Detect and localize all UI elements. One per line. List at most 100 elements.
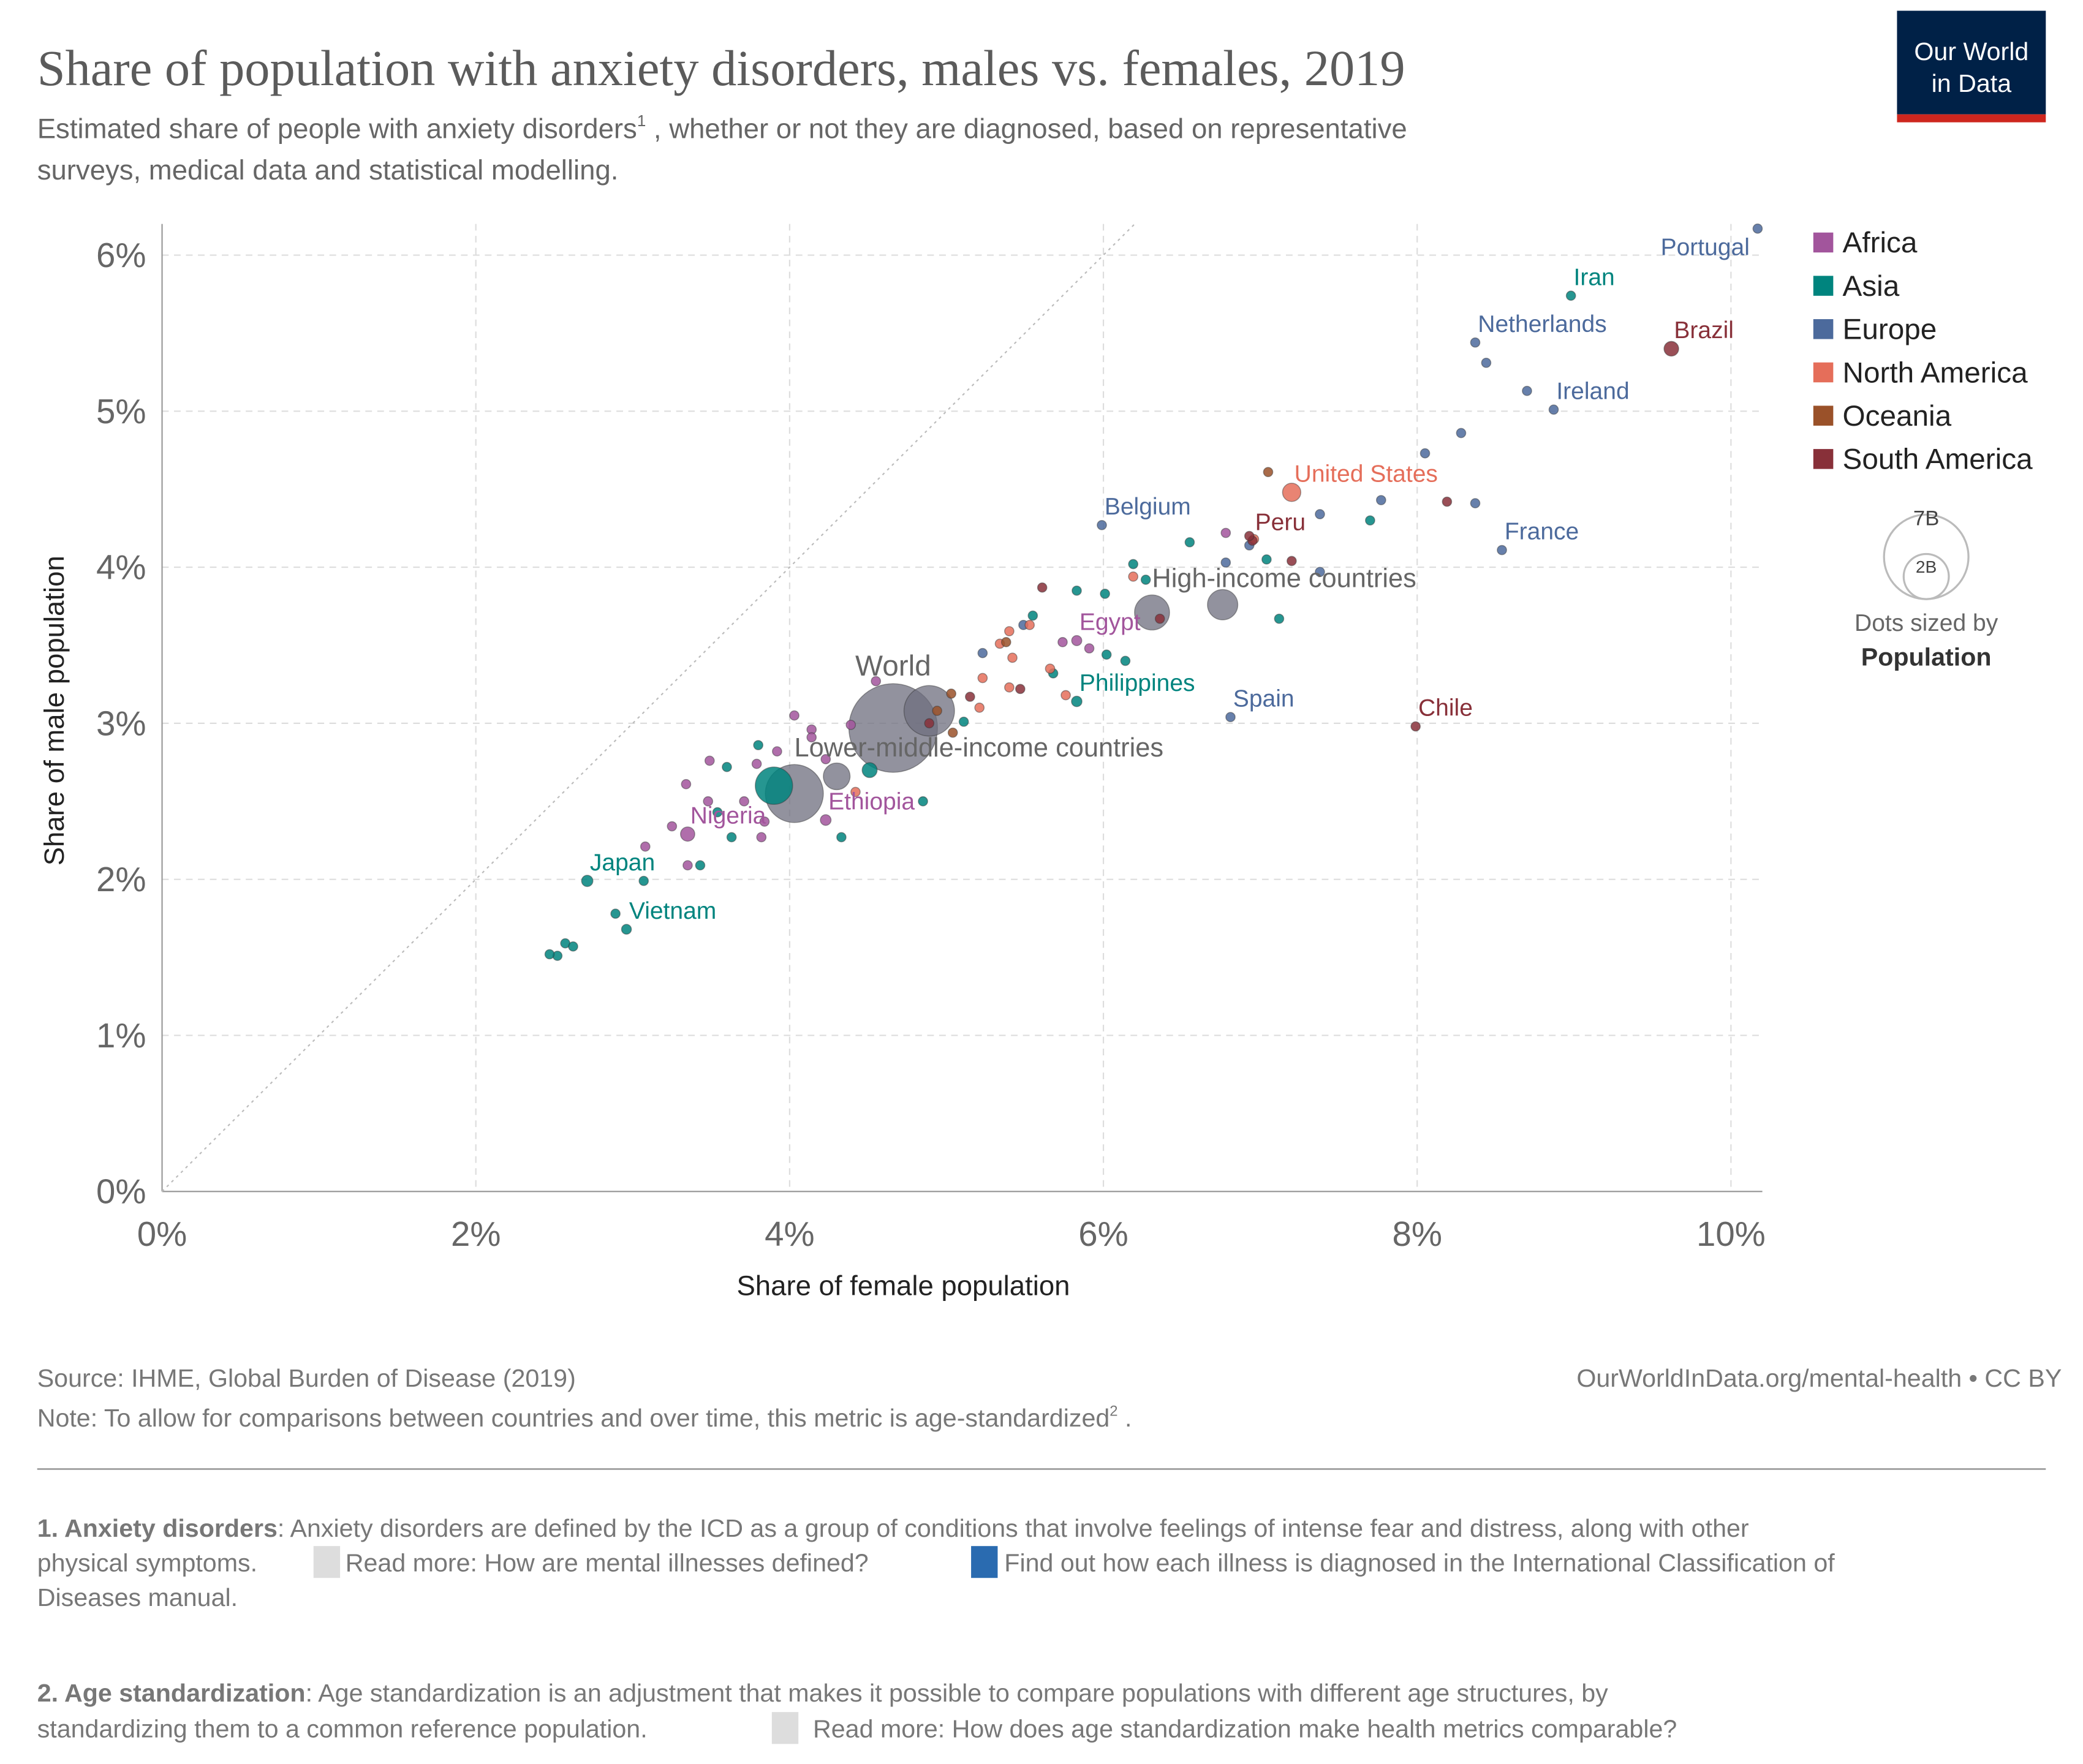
point (806, 732, 817, 743)
point (1004, 626, 1015, 636)
point (1442, 496, 1453, 507)
footnote: 2. Age standardization: Age standardizat… (37, 1679, 1608, 1707)
point-label: Chile (1418, 695, 1473, 722)
point (1261, 554, 1272, 565)
point-label: Spain (1233, 685, 1295, 712)
point-label: World (855, 650, 931, 682)
point-label: Philippines (1079, 670, 1195, 696)
legend-swatch (1813, 405, 1834, 426)
aggregate-point (903, 685, 955, 737)
footnote-link[interactable]: Find out how each illness is diagnosed i… (1004, 1548, 1835, 1577)
point (1071, 635, 1083, 646)
points (544, 223, 1763, 961)
y-tick-label: 2% (96, 860, 146, 899)
y-tick-label: 4% (96, 548, 146, 587)
point (1282, 483, 1302, 502)
doc-icon (313, 1546, 341, 1578)
point (568, 941, 578, 952)
point-label: Nigeria (690, 802, 766, 829)
legend-swatch (1813, 276, 1834, 296)
footnote-head: 2. Age standardization (37, 1679, 306, 1707)
aggregate-point (1207, 589, 1239, 620)
point (1154, 613, 1165, 624)
point (932, 706, 942, 716)
point (861, 762, 878, 778)
point (1522, 385, 1532, 396)
legend-label: Asia (1843, 270, 1900, 303)
point (739, 796, 749, 807)
subtitle-text: , whether or not they are diagnosed, bas… (646, 113, 1407, 145)
y-tick-label: 1% (96, 1016, 146, 1055)
footnote-link[interactable]: Read more: How are mental illnesses defi… (346, 1548, 869, 1577)
point-label: Ethiopia (828, 788, 915, 815)
point (581, 875, 594, 888)
footnote: physical symptoms. Read more: How are men… (37, 1548, 1835, 1577)
point (924, 718, 935, 729)
point (820, 814, 832, 826)
point-label: Japan (590, 850, 655, 876)
legend-label: Africa (1843, 227, 1918, 259)
subtitle: surveys, medical data and statistical mo… (37, 154, 619, 186)
point-label: Lower-middle-income countries (795, 733, 1163, 763)
point (722, 761, 732, 772)
size-legend-title: Dots sized by (1854, 610, 1998, 636)
note-text: Note: To allow for comparisons between c… (37, 1404, 1110, 1432)
footnote-text: physical symptoms. (37, 1548, 257, 1577)
point (1263, 467, 1274, 478)
legend-label: South America (1843, 443, 2033, 476)
point (681, 778, 692, 790)
point (1286, 556, 1297, 567)
point (1470, 498, 1481, 508)
legend-swatch (1813, 362, 1834, 383)
point (1057, 637, 1068, 647)
point (1084, 643, 1095, 654)
legend-swatch (1813, 449, 1834, 469)
footnote: 1. Anxiety disorders: Anxiety disorders … (37, 1514, 1749, 1542)
legend-label: Europe (1843, 314, 1937, 346)
point (726, 832, 737, 843)
point (1548, 404, 1559, 415)
point-label: Portugal (1661, 235, 1750, 261)
point (680, 826, 695, 842)
x-tick-label: 4% (765, 1215, 814, 1253)
point-label: United States (1295, 461, 1438, 487)
point (704, 755, 715, 766)
point (1184, 537, 1195, 548)
footnote: Diseases manual. (37, 1583, 238, 1611)
point (1007, 652, 1018, 663)
point-label: Vietnam (629, 898, 716, 924)
point (871, 676, 882, 687)
logo-bar (1897, 114, 2046, 123)
point (1244, 530, 1255, 541)
point (958, 716, 969, 727)
point (1101, 649, 1112, 660)
point (1000, 637, 1011, 647)
note-text: . (1118, 1404, 1132, 1432)
x-tick-label: 2% (451, 1215, 501, 1253)
point (1497, 545, 1507, 556)
url[interactable]: OurWorldInData.org/mental-health • CC BY (1576, 1364, 2062, 1392)
point (1015, 684, 1026, 695)
logo[interactable]: Our World in Data (1897, 10, 2046, 123)
footnote-text: : Age standardization is an adjustment t… (306, 1679, 1609, 1707)
point (703, 796, 714, 807)
footnote-text: standardizing them to a common reference… (37, 1714, 648, 1743)
point-label: Egypt (1079, 609, 1141, 635)
logo-text: in Data (1932, 69, 2012, 97)
doc-icon (771, 1712, 799, 1744)
point (1045, 663, 1056, 674)
point (974, 703, 985, 713)
point-label: Belgium (1105, 494, 1191, 520)
point (836, 832, 847, 843)
footnote-link[interactable]: Read more: How does age standardization … (813, 1714, 1677, 1743)
point (1097, 519, 1107, 530)
point (1456, 428, 1467, 439)
point (753, 740, 764, 750)
source: Source: IHME, Global Burden of Disease (… (37, 1364, 576, 1392)
x-axis-label: Share of female population (736, 1270, 1070, 1301)
y-tick-label: 3% (96, 704, 146, 742)
note: Note: To allow for comparisons between c… (37, 1403, 1132, 1432)
point-label: Iran (1574, 264, 1615, 290)
footnote-head: 1. Anxiety disorders (37, 1514, 278, 1542)
